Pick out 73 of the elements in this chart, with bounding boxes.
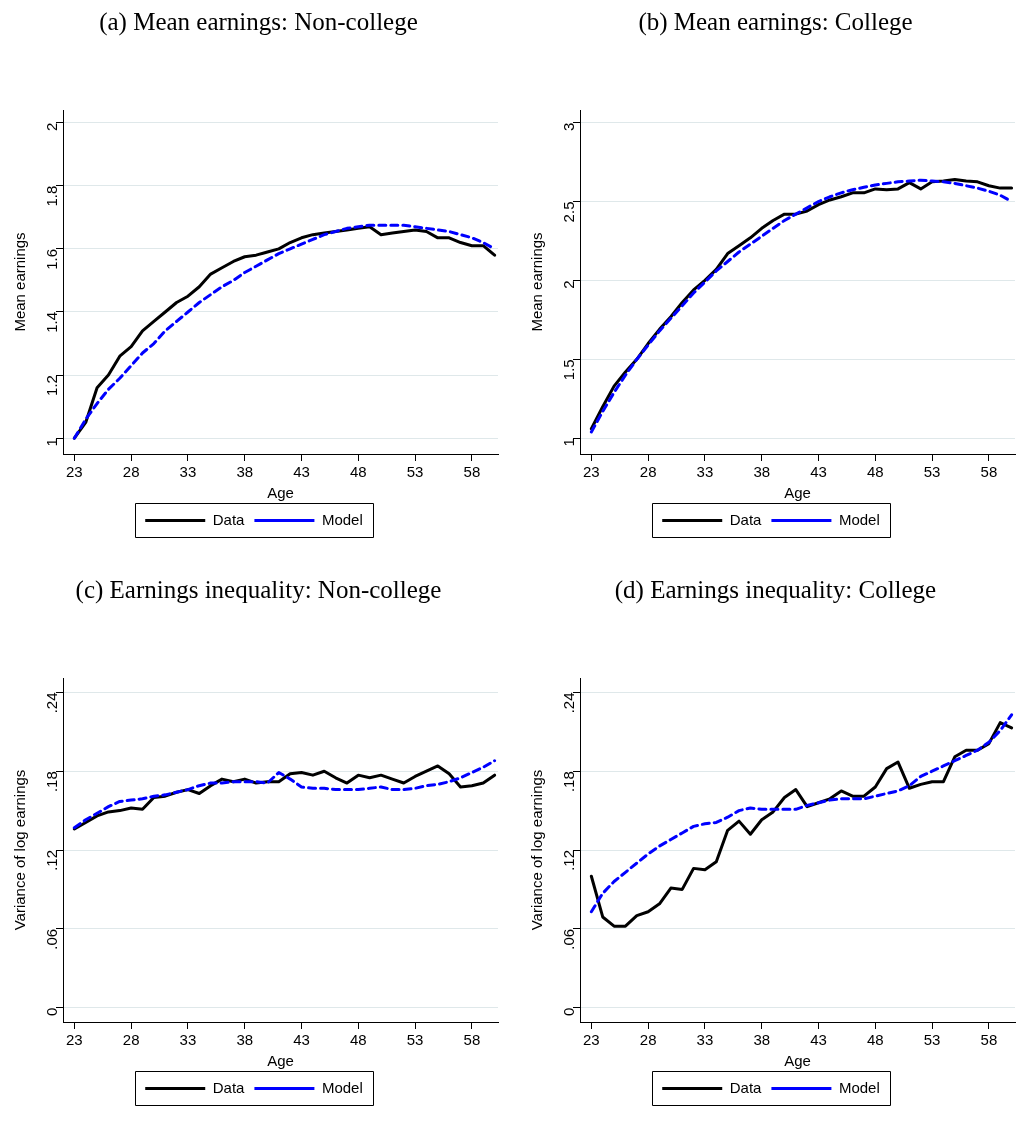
x-tick-label: 58 [463,463,481,481]
y-tick-label: 1.6 [43,248,61,270]
y-tick-label: 2 [560,280,578,289]
x-tick-label: 48 [866,1031,884,1049]
legend-label: Data [729,1078,763,1096]
x-axis-title: Age [267,484,294,502]
x-axis-title: Age [784,484,811,502]
x-tick-label: 28 [122,463,140,481]
y-axis-title: Mean earnings [528,232,546,332]
x-tick-label: 28 [122,1031,140,1049]
x-tick-label: 38 [753,1031,771,1049]
y-tick-label: 1.8 [43,185,61,207]
y-tick-label: 1 [560,438,578,447]
legend-label: Data [212,510,246,528]
x-tick-label: 48 [349,463,367,481]
chart-title: (b) Mean earnings: College [637,7,914,38]
x-tick-label: 58 [463,1031,481,1049]
y-tick-label: .06 [43,928,61,950]
y-tick-label: 1.5 [560,359,578,381]
y-tick-label: .18 [560,771,578,793]
y-axis-title: Variance of log earnings [11,769,29,931]
x-tick-label: 28 [639,463,657,481]
legend-label: Data [729,510,763,528]
chart-title: (c) Earnings inequality: Non-college [74,575,443,606]
x-tick-label: 38 [236,463,254,481]
x-tick-label: 43 [293,463,310,481]
y-tick-label: 3 [560,122,578,131]
x-tick-label: 33 [179,1031,197,1049]
y-tick-label: 2 [43,122,61,131]
x-tick-label: 53 [406,1031,424,1049]
x-tick-label: 43 [810,1031,827,1049]
y-tick-label: .24 [560,692,578,714]
y-tick-label: .06 [560,928,578,950]
x-tick-label: 43 [810,463,827,481]
y-axis-title: Variance of log earnings [528,769,546,931]
y-tick-label: 0 [560,1007,578,1016]
x-tick-label: 23 [583,1031,600,1049]
y-tick-label: 2.5 [560,201,578,223]
x-tick-label: 33 [696,1031,714,1049]
x-axis-title: Age [784,1052,811,1070]
y-tick-label: .24 [43,692,61,714]
y-tick-label: 1.2 [43,375,61,396]
x-tick-label: 33 [696,463,714,481]
y-axis-title: Mean earnings [11,232,29,332]
x-tick-label: 38 [236,1031,254,1049]
x-tick-label: 43 [293,1031,310,1049]
x-tick-label: 38 [753,463,771,481]
x-tick-label: 28 [639,1031,657,1049]
y-tick-label: 1 [43,438,61,447]
chart-title: (a) Mean earnings: Non-college [98,7,419,38]
legend-label: Model [838,510,880,528]
x-tick-label: 23 [583,463,600,481]
x-axis-title: Age [267,1052,294,1070]
x-tick-label: 23 [66,463,83,481]
x-tick-label: 48 [349,1031,367,1049]
legend-label: Model [321,1078,363,1096]
x-tick-label: 23 [66,1031,83,1049]
y-tick-label: 1.4 [43,311,61,333]
x-tick-label: 53 [406,463,424,481]
y-tick-label: 0 [43,1007,61,1016]
x-tick-label: 48 [866,463,884,481]
chart-title: (d) Earnings inequality: College [613,575,938,606]
x-tick-label: 33 [179,463,197,481]
x-tick-label: 53 [923,1031,941,1049]
x-tick-label: 53 [923,463,941,481]
y-tick-label: .18 [43,771,61,793]
legend-label: Model [321,510,363,528]
legend-label: Data [212,1078,246,1096]
y-tick-label: .12 [560,850,578,871]
x-tick-label: 58 [980,463,998,481]
y-tick-label: .12 [43,850,61,871]
x-tick-label: 58 [980,1031,998,1049]
legend-label: Model [838,1078,880,1096]
